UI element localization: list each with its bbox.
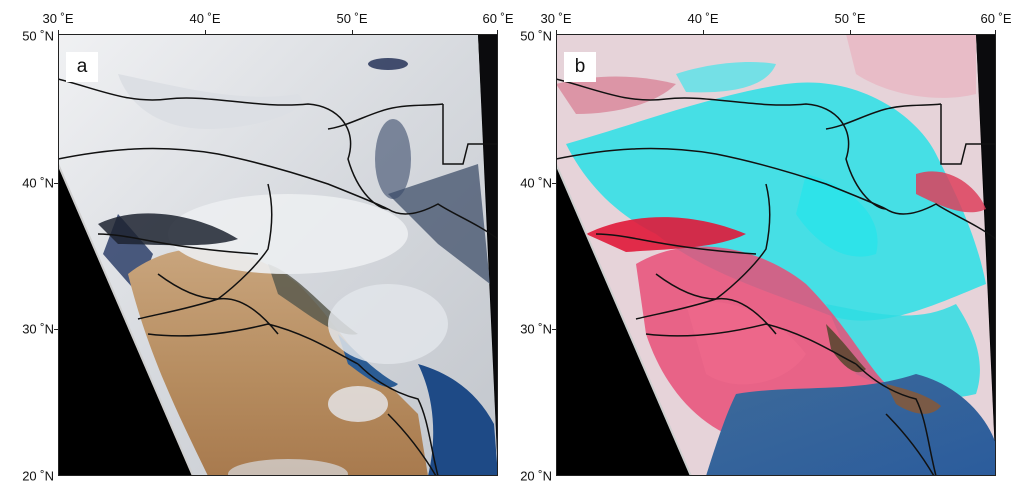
- x-tick-label: 40 ˚E: [687, 11, 719, 26]
- tick-mark: [850, 30, 851, 34]
- x-tick-label: 60 ˚E: [482, 11, 514, 26]
- x-tick-label: 60 ˚E: [980, 11, 1012, 26]
- tick-mark: [54, 183, 58, 184]
- x-tick-label: 30 ˚E: [42, 11, 74, 26]
- x-tick-label: 30 ˚E: [540, 11, 572, 26]
- satellite-image-true-color: [58, 34, 498, 476]
- y-tick-label: 20 ˚N: [22, 468, 54, 484]
- tick-mark: [497, 30, 498, 34]
- y-tick-label: 40 ˚N: [22, 175, 54, 191]
- y-tick-label: 50 ˚N: [22, 28, 54, 44]
- tick-mark: [995, 30, 996, 34]
- x-tick-label: 50 ˚E: [336, 11, 368, 26]
- x-tick-label: 50 ˚E: [834, 11, 866, 26]
- y-tick-label: 40 ˚N: [520, 175, 552, 191]
- tick-mark: [58, 30, 59, 34]
- satellite-image-false-color: [556, 34, 996, 476]
- tick-mark: [552, 329, 556, 330]
- tick-mark: [205, 30, 206, 34]
- tick-mark: [703, 30, 704, 34]
- tick-mark: [352, 30, 353, 34]
- panel-label: a: [66, 52, 98, 82]
- y-tick-label: 30 ˚N: [520, 321, 552, 337]
- tick-mark: [552, 183, 556, 184]
- panel-label: b: [564, 52, 596, 82]
- y-tick-label: 50 ˚N: [520, 28, 552, 44]
- x-tick-label: 40 ˚E: [189, 11, 221, 26]
- y-tick-label: 30 ˚N: [22, 321, 54, 337]
- tick-mark: [54, 329, 58, 330]
- map-panel-b: b: [556, 34, 996, 476]
- map-panel-a: a: [58, 34, 498, 476]
- tick-mark: [556, 30, 557, 34]
- y-tick-label: 20 ˚N: [520, 468, 552, 484]
